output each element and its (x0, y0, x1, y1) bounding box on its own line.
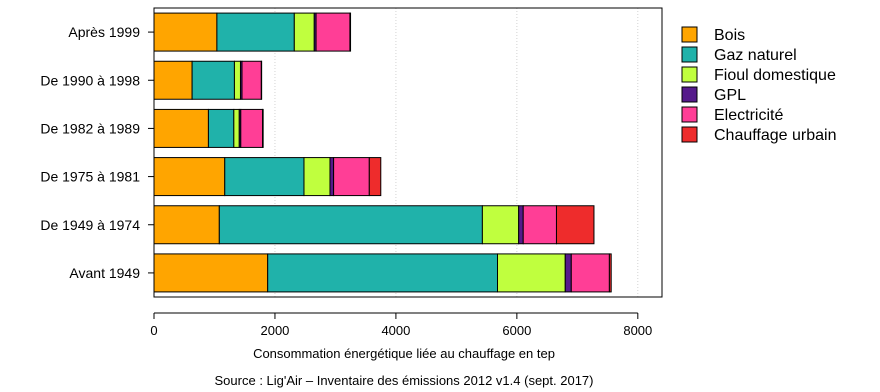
bar-segment (207, 108, 235, 148)
plot-frame (153, 7, 663, 298)
legend-swatch (681, 46, 698, 63)
bar-segment (349, 12, 352, 52)
bar-segment (216, 12, 295, 52)
bar-segment (570, 253, 610, 293)
bar-segment (224, 157, 305, 197)
bar-segment (153, 108, 209, 148)
legend-swatch (681, 86, 698, 103)
y-axis: Avant 1949 De 1949 à 1974 De 1975 à 1981 De… (40, 24, 154, 281)
legend-label: GPL (714, 87, 746, 104)
bar-segment (329, 157, 335, 197)
bar-segment (518, 205, 524, 245)
category-label: De 1975 à 1981 (40, 169, 140, 185)
bar-segment (233, 108, 240, 148)
category-label: Avant 1949 (69, 265, 140, 281)
x-tick-label: 4000 (381, 323, 410, 338)
bar-segment (608, 253, 612, 293)
x-tick-label: 6000 (502, 323, 531, 338)
bar-segment (240, 108, 264, 148)
bar-segment (333, 157, 370, 197)
x-tick-label: 2000 (260, 323, 289, 338)
bar-segment (153, 205, 220, 245)
bar-segment (241, 60, 262, 100)
category-label: De 1990 à 1998 (40, 72, 140, 88)
source-note: Source : Lig'Air – Inventaire des émissi… (215, 373, 594, 388)
bar-segment (233, 60, 241, 100)
legend-swatch (681, 106, 698, 123)
bar-segment (481, 205, 520, 245)
legend: Bois Gaz naturel Fioul domestique GPL Electr… (681, 26, 836, 144)
bar-segment (218, 205, 483, 245)
bar-segment (293, 12, 315, 52)
bars (153, 12, 612, 293)
category-label: De 1982 à 1989 (40, 120, 140, 136)
legend-label: Chauffage urbain (714, 127, 836, 144)
bar-segment (368, 157, 382, 197)
category-label: Après 1999 (68, 24, 140, 40)
bar-segment (555, 205, 595, 245)
bar-segment (564, 253, 572, 293)
bar-segment (153, 12, 218, 52)
legend-swatch (681, 126, 698, 143)
category-label: De 1949 à 1974 (40, 217, 140, 233)
legend-swatch (681, 26, 698, 43)
legend-label: Gaz naturel (714, 47, 797, 64)
bar-segment (497, 253, 566, 293)
bar-segment (267, 253, 499, 293)
x-axis-title: Consommation énergétique liée au chauffa… (253, 346, 555, 361)
legend-label: Electricité (714, 107, 783, 124)
legend-label: Bois (714, 27, 745, 44)
bar-segment (522, 205, 557, 245)
x-tick-label: 0 (150, 323, 157, 338)
grid (274, 8, 639, 297)
bar-segment (303, 157, 331, 197)
legend-label: Fioul domestique (714, 67, 836, 84)
bar-segment (153, 157, 226, 197)
legend-swatch (681, 66, 698, 83)
bar-segment (153, 60, 193, 100)
x-axis: 0 2000 4000 6000 8000 (150, 312, 652, 338)
bar-segment (153, 253, 269, 293)
x-tick-label: 8000 (623, 323, 652, 338)
bar-segment (315, 12, 351, 52)
bar-segment (262, 108, 264, 148)
bar-segment (191, 60, 235, 100)
